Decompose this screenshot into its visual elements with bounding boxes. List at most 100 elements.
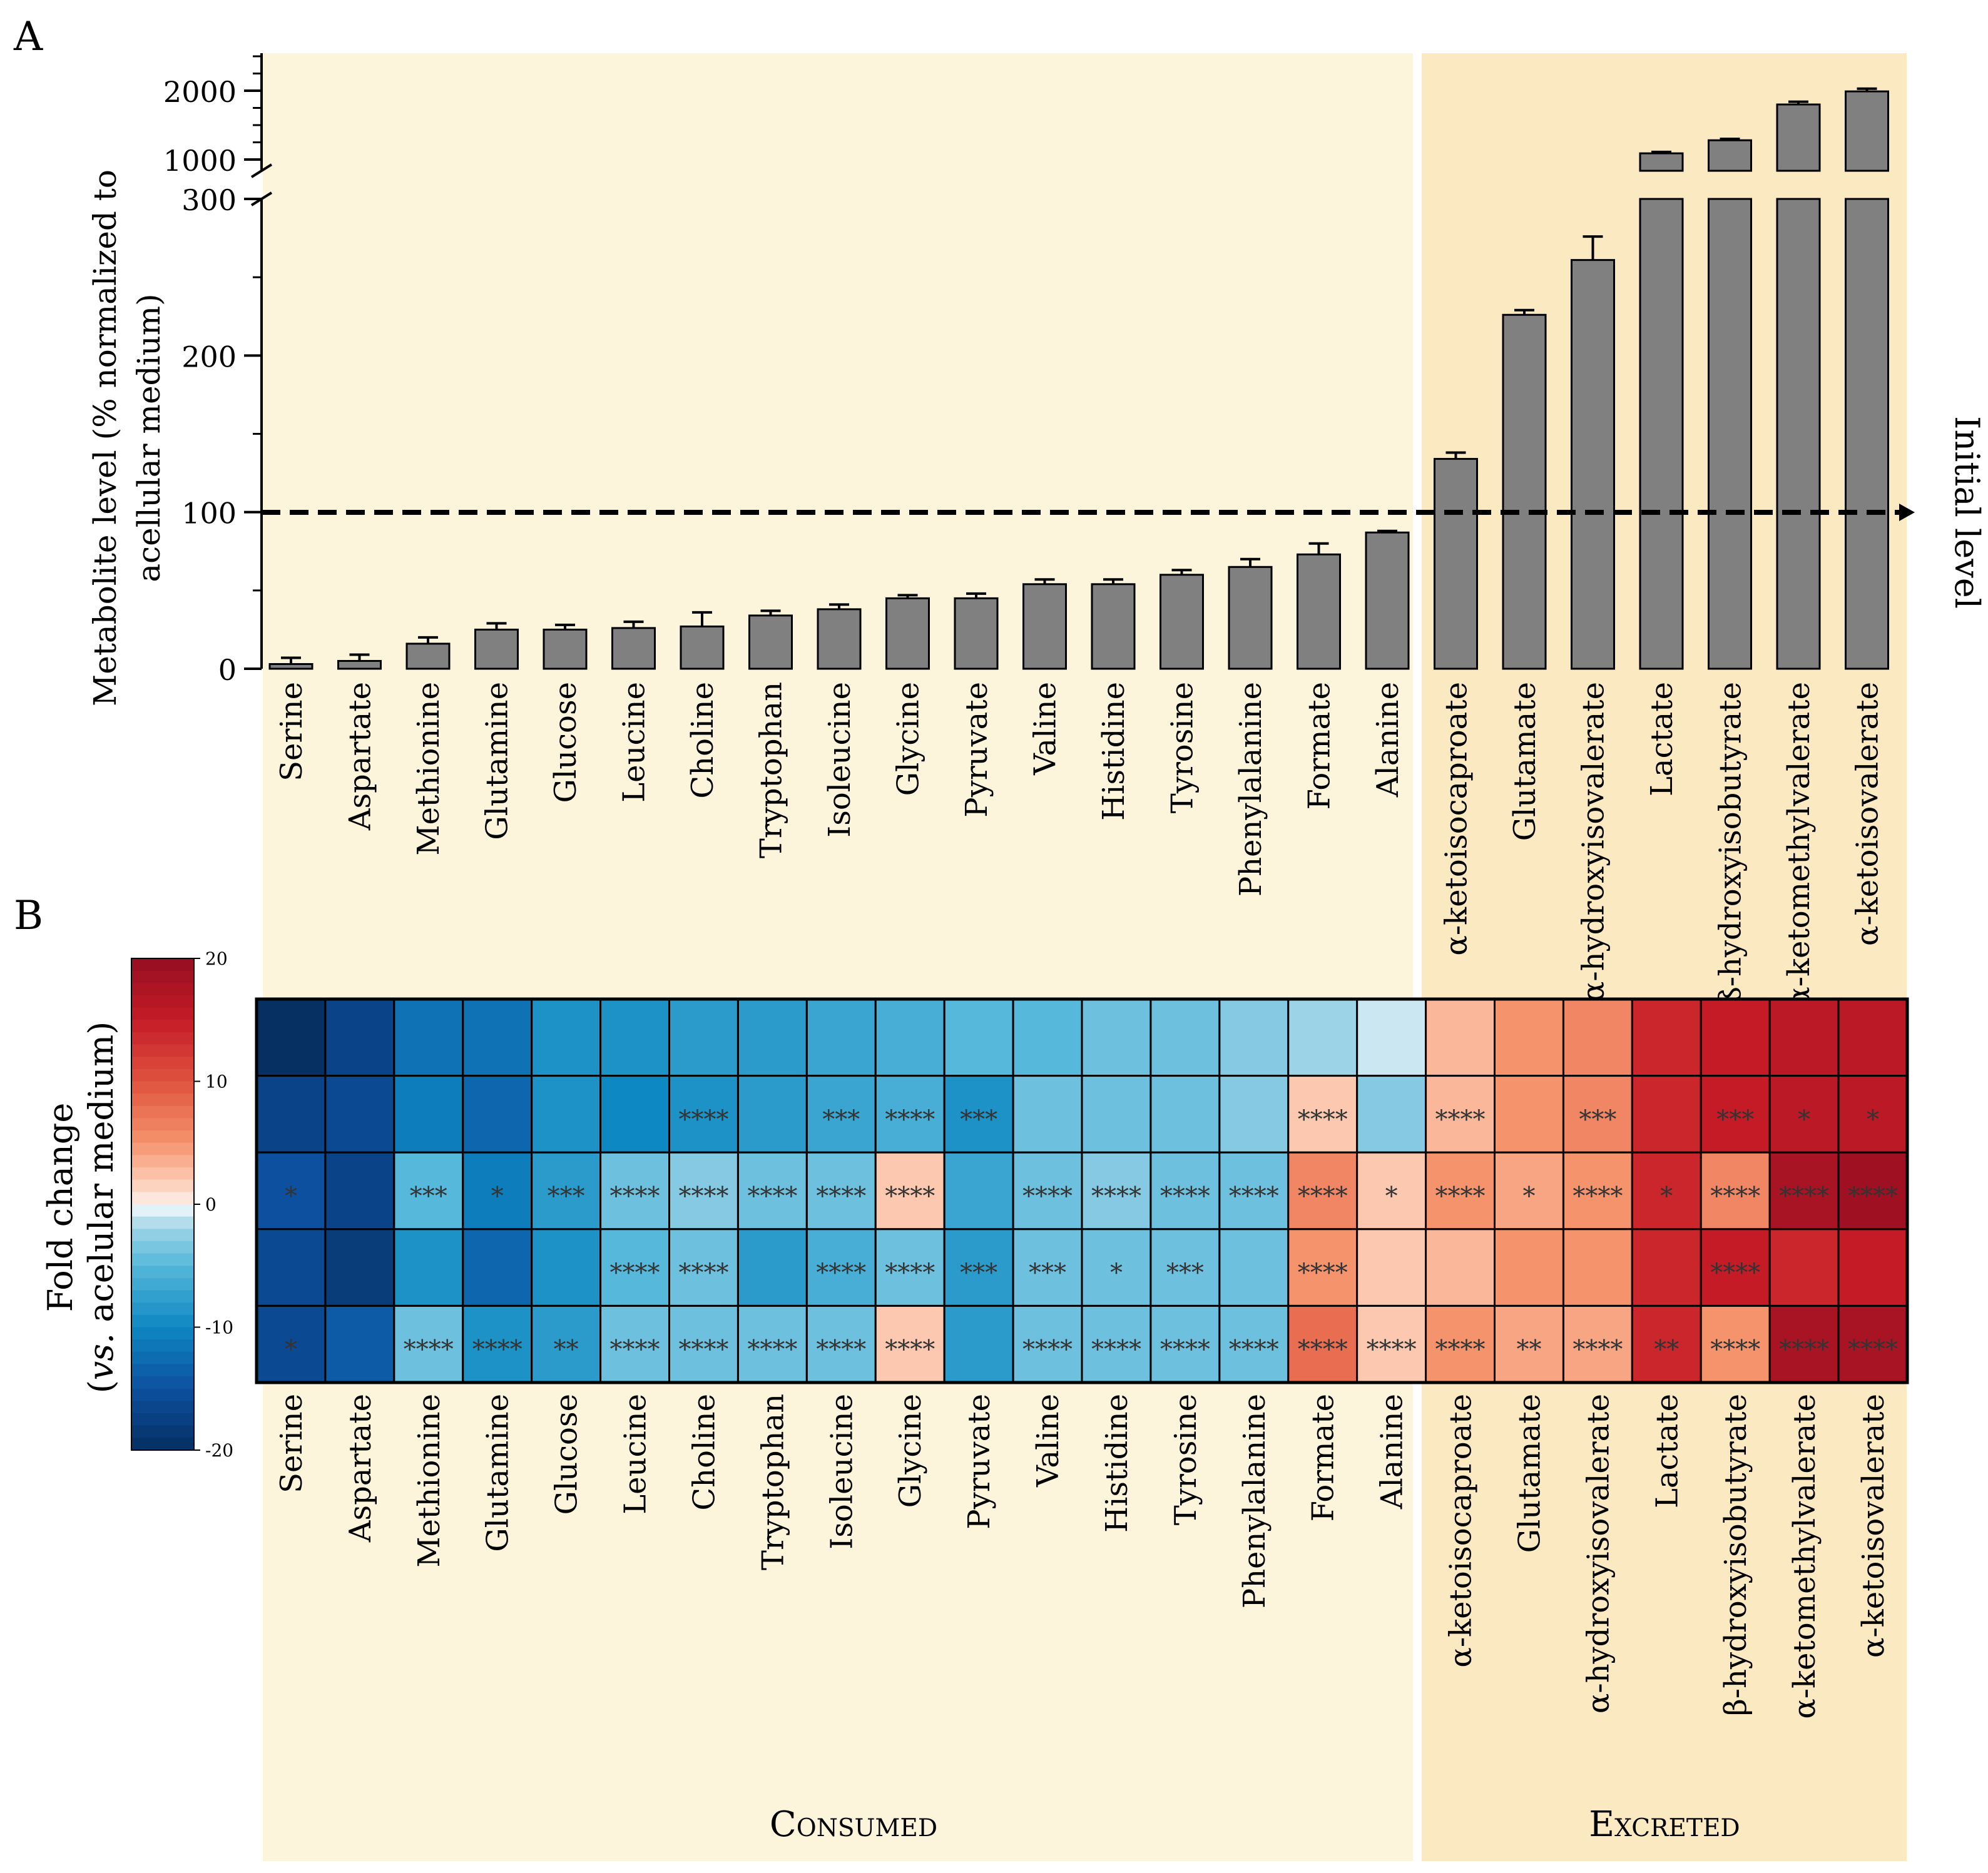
- bar-x-label: Serine: [274, 682, 309, 781]
- heatmap-cell: [1149, 1075, 1221, 1154]
- y-tick-label: 0: [218, 653, 237, 687]
- significance-stars: **: [1654, 1336, 1679, 1364]
- heatmap-cell: [943, 1304, 1014, 1384]
- colorbar-segment: [131, 1020, 194, 1033]
- colorbar-tick-label: -20: [205, 1440, 233, 1461]
- bar: [680, 625, 725, 670]
- significance-stars: ****: [1435, 1336, 1486, 1364]
- heatmap-cell: [1425, 1228, 1496, 1307]
- bar-x-label: Alanine: [1370, 682, 1405, 798]
- significance-stars: ***: [1166, 1259, 1204, 1287]
- heatmap-cell: [1218, 998, 1290, 1077]
- colorbar-segment: [131, 1413, 194, 1426]
- bar-upper-segment: [1639, 152, 1684, 172]
- heatmap-cell: [462, 1151, 533, 1231]
- colorbar-segment: [131, 1241, 194, 1254]
- heatmap-cell: [668, 1304, 739, 1384]
- bar-x-label: Histidine: [1096, 682, 1131, 821]
- significance-stars: *: [285, 1336, 297, 1364]
- axis-break-mark: [250, 163, 273, 178]
- significance-stars: ****: [1779, 1336, 1829, 1364]
- bar-lower-segment: [1776, 198, 1821, 670]
- heatmap-cell: [943, 1228, 1014, 1307]
- heatmap-cell: [1494, 998, 1564, 1077]
- bar: [337, 659, 382, 670]
- bar-x-label: Tyrosine: [1165, 682, 1200, 813]
- heatmap-cell: [462, 998, 533, 1077]
- colorbar-segment: [131, 1216, 194, 1229]
- significance-stars: ****: [610, 1259, 660, 1287]
- bar-lower-segment: [1708, 198, 1752, 670]
- bar-y-axis-label-line2: acellular medium): [131, 293, 167, 582]
- significance-stars: ****: [1091, 1182, 1141, 1211]
- y-tick-label: 300: [181, 183, 237, 217]
- heatmap-cell: [1425, 1151, 1496, 1231]
- bar: [954, 597, 999, 670]
- bar-x-label: Pyruvate: [959, 682, 994, 818]
- colorbar-segment: [131, 1229, 194, 1242]
- bar-x-label: α-hydroxyisovalerate: [1576, 682, 1611, 1002]
- heatmap-cell: [1494, 1075, 1564, 1154]
- bar: [1297, 553, 1341, 670]
- heatmap-cell: [1562, 998, 1633, 1077]
- bar-ketoisovalerate: [1845, 87, 1889, 670]
- bar: [748, 614, 793, 670]
- colorbar-segment: [131, 1364, 194, 1377]
- colorbar-segment: [131, 1094, 194, 1107]
- heatmap-cell: [874, 998, 946, 1077]
- bar: [1365, 531, 1410, 670]
- colorbar-segment: [131, 983, 194, 996]
- bar-x-label: Isoleucine: [822, 682, 857, 838]
- significance-stars: ****: [1091, 1336, 1141, 1364]
- bar-x-label: Leucine: [617, 682, 652, 803]
- bar-aspartate: [337, 653, 382, 670]
- bar-x-label: Formate: [1302, 682, 1337, 810]
- bar: [611, 627, 656, 670]
- heatmap-cell: [1356, 1228, 1427, 1307]
- bar-histidine: [1091, 578, 1136, 670]
- bar: [1571, 259, 1615, 670]
- significance-stars: ****: [1848, 1336, 1898, 1364]
- significance-stars: ***: [960, 1259, 997, 1287]
- bar-choline: [680, 611, 725, 670]
- heatmap-x-label: Lactate: [1649, 1394, 1685, 1508]
- heatmap-cell: [1356, 1151, 1427, 1231]
- heatmap-x-label: Alanine: [1375, 1394, 1410, 1510]
- significance-stars: ****: [747, 1336, 797, 1364]
- colorbar-label-line1: Fold change: [41, 1103, 80, 1312]
- heatmap-cell: [1425, 1304, 1496, 1384]
- significance-stars: ****: [1710, 1182, 1760, 1211]
- heatmap-x-label: α-hydroxyisovalerate: [1581, 1394, 1616, 1713]
- heatmap-cell: [393, 1075, 464, 1154]
- heatmap-cell: [599, 1075, 670, 1154]
- colorbar-segment: [131, 1339, 194, 1353]
- significance-stars: ****: [404, 1336, 454, 1364]
- heatmap-cell: [1562, 1228, 1633, 1307]
- heatmap-cell: [943, 1151, 1014, 1231]
- significance-stars: **: [1516, 1336, 1541, 1364]
- bar-series: [268, 87, 1889, 670]
- heatmap-x-label: Aspartate: [343, 1394, 378, 1543]
- panel-a-label: A: [13, 14, 43, 60]
- heatmap-cell: [1494, 1151, 1564, 1231]
- bar-upper-segment: [1845, 90, 1889, 172]
- significance-stars: ****: [1160, 1336, 1210, 1364]
- heatmap-cell: [1012, 1075, 1083, 1154]
- bar-upper-segment: [1776, 103, 1821, 172]
- significance-stars: ****: [1573, 1182, 1623, 1211]
- heatmap-cell: [805, 1151, 877, 1231]
- bar-ketomethylvalerate: [1776, 100, 1821, 670]
- bar-x-label: Aspartate: [343, 682, 378, 831]
- heatmap-significance: **** *** **** *** **** **** *** *** * ** *** * *** **…: [285, 1105, 1898, 1364]
- bar-upper-segment: [1708, 139, 1752, 172]
- significance-stars: ****: [1435, 1105, 1486, 1134]
- heatmap-cell: [1012, 998, 1083, 1077]
- bar-x-label: Phenylalanine: [1233, 682, 1268, 896]
- bar: [268, 662, 313, 670]
- heatmap-cell: [531, 1151, 602, 1231]
- heatmap-cell: [1287, 1228, 1358, 1307]
- heatmap-x-label: Tryptophan: [755, 1394, 790, 1570]
- colorbar-segment: [131, 1327, 194, 1340]
- bar-x-label: Methionine: [411, 682, 446, 856]
- bar-glucose: [543, 623, 588, 670]
